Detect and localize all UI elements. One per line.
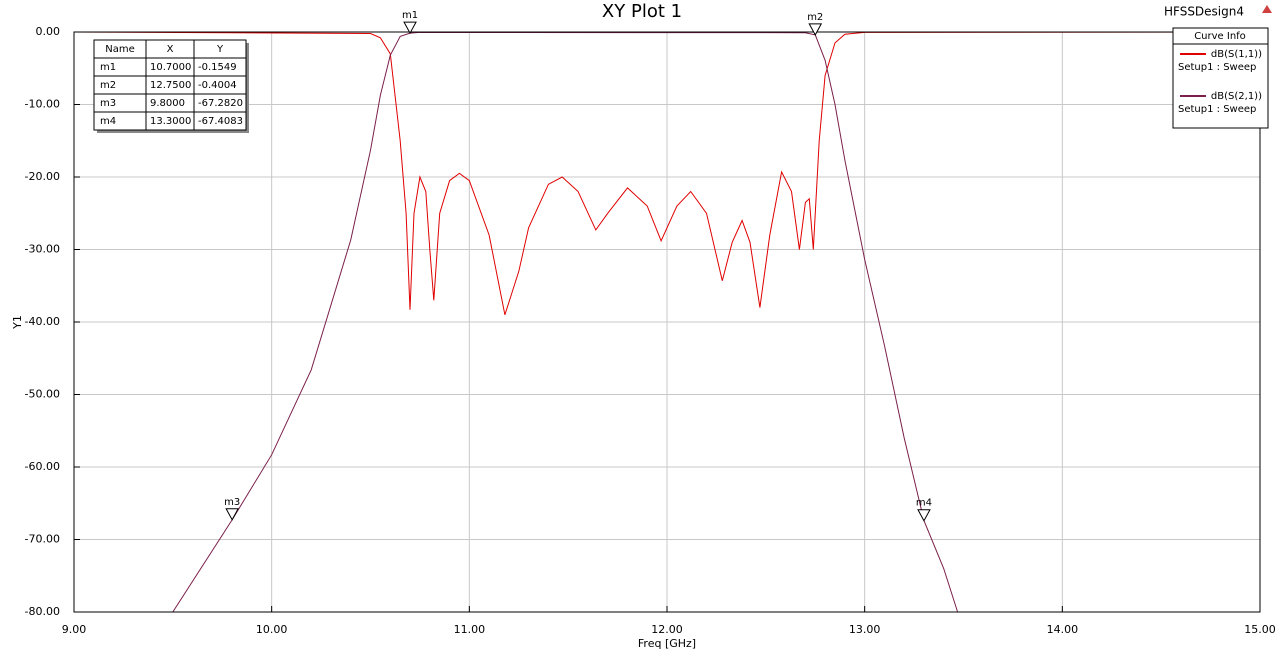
table-cell: m2	[100, 80, 116, 91]
chart-title: XY Plot 1	[602, 1, 682, 22]
legend-label: dB(S(1,1))	[1211, 49, 1262, 60]
markers: m1 m2 m3 m4	[224, 10, 932, 522]
marker	[917, 509, 931, 522]
curve	[73, 31, 1261, 315]
marker	[403, 21, 417, 35]
marker-label: m4	[916, 498, 932, 509]
table-cell: -0.4004	[198, 80, 237, 91]
x-tick-label: 13.00	[849, 623, 881, 636]
marker-label: m1	[402, 10, 418, 21]
marker	[808, 23, 823, 36]
design-name: HFSSDesign4	[1164, 5, 1244, 19]
table-header: Name	[105, 44, 135, 55]
y-tick-label: -50.00	[25, 388, 60, 401]
design-icon	[1262, 5, 1272, 13]
x-tick-label: 11.00	[454, 623, 486, 636]
y-tick-label: -30.00	[25, 243, 60, 256]
table-cell: 13.3000	[150, 116, 191, 127]
table-cell: 9.8000	[150, 98, 185, 109]
legend-box	[1172, 27, 1269, 129]
y-tick-label: -70.00	[25, 533, 60, 546]
legend-setup: Setup1 : Sweep	[1178, 62, 1256, 73]
y-tick-label: 0.00	[36, 25, 61, 38]
y-tick-label: -20.00	[25, 170, 60, 183]
x-axis-label: Freq [GHz]	[638, 637, 696, 650]
table-box	[93, 39, 247, 131]
table-cell: -0.1549	[198, 62, 237, 73]
table-header: Y	[216, 44, 224, 55]
x-tick-label: 14.00	[1047, 623, 1079, 636]
table-cell: -67.2820	[198, 98, 243, 109]
table-header: X	[167, 44, 174, 55]
x-tick-label: 15.00	[1244, 623, 1276, 636]
curves	[73, 31, 1261, 613]
curve	[172, 31, 959, 613]
y-tick-label: -60.00	[25, 460, 60, 473]
table-cell: m4	[100, 116, 116, 127]
legend-setup: Setup1 : Sweep	[1178, 104, 1256, 115]
x-tick-label: 12.00	[651, 623, 683, 636]
table-cell: -67.4083	[198, 116, 243, 127]
table-cell: 10.7000	[150, 62, 191, 73]
table-cell: m1	[100, 62, 116, 73]
y-tick-label: -40.00	[25, 315, 60, 328]
table-cell: 12.7500	[150, 80, 191, 91]
x-tick-label: 9.00	[62, 623, 87, 636]
y-axis-label: Y1	[11, 315, 24, 330]
x-tick-label: 10.00	[256, 623, 288, 636]
legend-label: dB(S(2,1))	[1211, 91, 1262, 102]
y-tick-label: -10.00	[25, 98, 60, 111]
marker	[225, 508, 239, 521]
legend-title: Curve Info	[1194, 31, 1246, 42]
y-tick-label: -80.00	[25, 605, 60, 618]
legend: Curve Info dB(S(1,1)) Setup1 : Sweep dB(S(2…	[1172, 27, 1269, 129]
marker-label: m2	[807, 12, 823, 23]
table-cell: m3	[100, 98, 116, 109]
marker-label: m3	[224, 497, 240, 508]
plot-frame	[73, 31, 1261, 613]
marker-table: Name X Ym1 10.7000 -0.1549 m2 12.7500 -0.4004 m3…	[93, 39, 249, 133]
